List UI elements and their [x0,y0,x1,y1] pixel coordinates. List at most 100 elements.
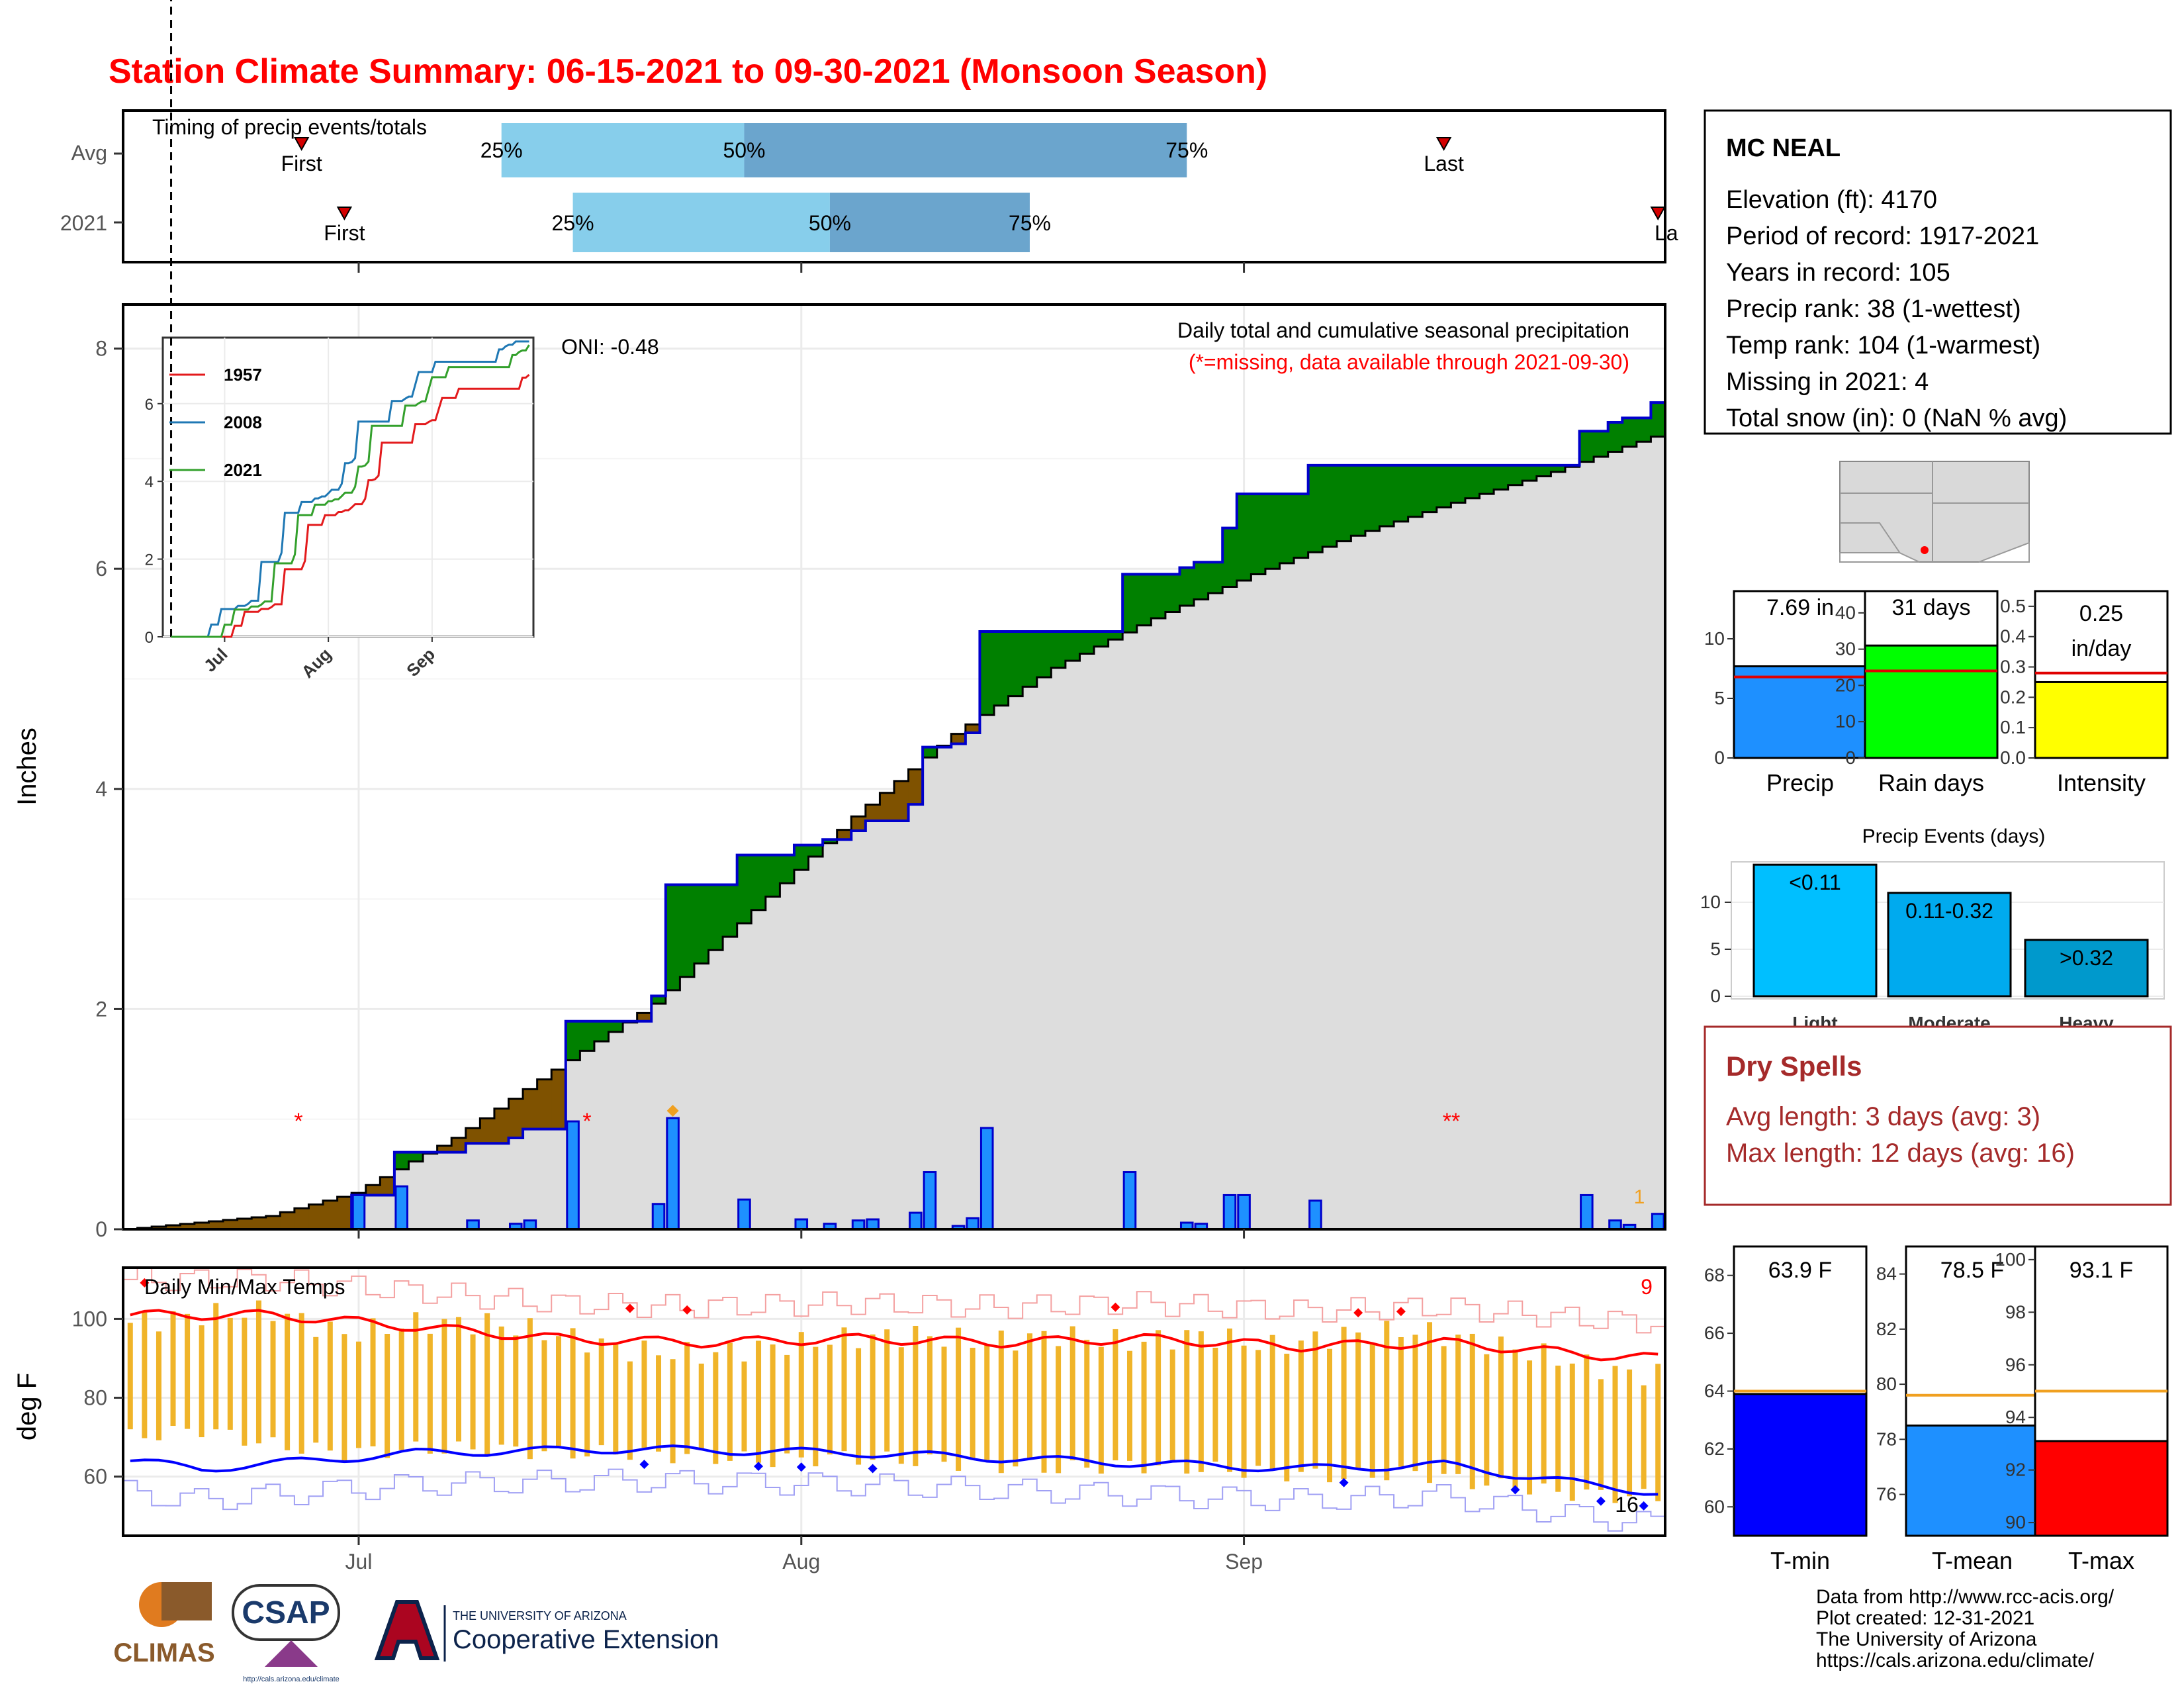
daily-temp-range-bar [727,1342,733,1461]
csap-logo-text: CSAP [242,1595,330,1630]
above-average-area [608,1021,623,1032]
record-high-line [123,1267,1665,1334]
temp-stat-tick-label-1-0: 76 [1876,1484,1897,1505]
daily-temp-range-bar [756,1340,762,1463]
stat-value-label-2: 0.25 [2079,601,2123,626]
map-state-borders [1840,461,2029,563]
daily-temp-range-bar [670,1359,676,1464]
missing-mark-3: ** [1443,1109,1460,1134]
daily-temp-range-bar [413,1312,419,1442]
daily-temp-range-bar [998,1331,1004,1474]
stat-value-label-1: 31 days [1891,595,1970,620]
events-tick-label-1: 5 [1710,939,1721,959]
precip-events-chart: Precip Events (days) 0510<0.11Light0.11-… [1700,825,2165,1033]
temp-stat-category-label-0: T-min [1770,1547,1830,1574]
timing-last-marker-0 [1435,137,1452,152]
inset-y-tick-label-1: 2 [145,551,154,569]
below-average-area [208,1221,224,1229]
temp-hot-count: 9 [1641,1275,1653,1299]
temp-stat-bar-t-mean [1905,1425,2040,1537]
daily-temp-range-bar [1126,1350,1132,1461]
daily-precip-bar [909,1211,923,1231]
record-high-marker [682,1305,692,1315]
average-cumulative-line [123,436,1665,1231]
ua-logo-line2: Cooperative Extension [453,1625,719,1654]
daily-temp-range-bar [1284,1354,1290,1481]
daily-temp-range-bar [627,1361,633,1460]
above-average-area [1008,631,1023,696]
daily-temp-range-bar [556,1336,562,1446]
above-average-area [1408,465,1423,517]
temp-stat-tick-label-2-4: 98 [2005,1301,2026,1322]
timing-p75-label-1: 75% [1009,211,1051,235]
daily-temp-range-bar [870,1334,876,1460]
above-average-area [1265,494,1281,569]
daily-temp-range-bar [1113,1329,1118,1461]
temp-stat-bar-t-max [2034,1440,2169,1537]
above-average-area [794,845,809,870]
daily-temp-range-bar [1412,1335,1418,1472]
precip-common-area [123,436,1665,1229]
footer-line-4: https://cals.arizona.edu/climate/ [1816,1650,2095,1671]
temp-panel: 60 80 100 Jul Aug Sep deg F Daily Min/Max Tem… [13,1266,1666,1573]
daily-temp-range-bar [884,1329,890,1452]
daily-temp-range-bar [1026,1333,1032,1460]
figure-title: Station Climate Summary: 06-15-2021 to 0… [109,52,1267,91]
daily-temp-range-bar [498,1326,504,1445]
temp-stat-value-label-2: 93.1 F [2070,1258,2133,1283]
inset-2008-line [171,340,529,638]
temp-cold-count: 16 [1615,1493,1639,1517]
below-average-area [194,1223,210,1229]
event-bar-light [1752,863,1878,998]
daily-temp-range-bar [984,1345,990,1460]
below-average-area [323,1200,338,1229]
temp-stat-tick-label-0-0: 60 [1704,1496,1725,1517]
max-precip-marker [666,1105,679,1117]
daily-temp-range-bar [213,1303,219,1430]
daily-temp-range-bar [784,1354,790,1454]
dry-spells-box: Dry Spells Avg length: 3 days (avg: 3) M… [1704,1025,2172,1206]
temp-x-tick-label-2: Sep [1225,1550,1263,1573]
daily-temp-range-bar [1241,1345,1247,1478]
daily-temp-range-bar [341,1334,347,1461]
inset-2021-line [171,344,530,638]
daily-temp-range-bar [527,1318,533,1460]
daily-temp-range-bar [941,1346,947,1462]
above-average-area [1308,465,1323,553]
timing-bar-upper-0 [744,123,1187,177]
above-average-area [1194,562,1209,600]
daily-temp-range-bar [385,1334,390,1458]
map-background [1839,461,2030,563]
daily-temp-range-bar [298,1313,304,1454]
above-average-area [565,1021,580,1060]
stat-bar-precip [1733,665,1868,759]
timing-p50-label-0: 50% [723,138,765,162]
station-info-line-6: Total snow (in): 0 (NaN % avg) [1726,404,2067,432]
below-average-area [223,1220,238,1229]
timing-panel: Timing of precip events/totals Avg 2021 … [60,109,1678,273]
daily-temp-range-bar [1398,1336,1404,1467]
station-info-line-4: Temp rank: 104 (1-warmest) [1726,332,2040,359]
daily-precip-bar [1580,1194,1594,1231]
daily-temp-range-bar [1184,1330,1190,1474]
daily-temp-range-bar [1527,1360,1533,1495]
inset-y-tick-label-3: 6 [145,396,154,414]
daily-temp-range-bar [613,1343,619,1455]
record-high-marker [1353,1308,1363,1318]
timing-p75-label-0: 75% [1165,138,1208,162]
record-low-marker [639,1460,649,1470]
daily-precip-bar [1651,1213,1665,1231]
daily-temp-range-bar [185,1313,191,1429]
above-average-area [1465,465,1480,498]
daily-temp-range-bar [427,1333,433,1454]
below-average-area [251,1217,267,1229]
footer-line-1: Data from http://www.rcc-acis.org/ [1816,1586,2115,1608]
daily-temp-range-bar [1641,1385,1647,1489]
temp-stat-tick-label-1-4: 84 [1876,1264,1897,1284]
ua-logo-a-mark [374,1600,440,1660]
event-bar-label-2: >0.32 [2060,946,2113,970]
season-stat-bars: 7.69 in 0 5 10 Precip 31 days 0 10 20 30 40 Rain da… [1704,590,2169,796]
stat-tick-label-1-2: 20 [1835,675,1856,695]
csap-logo-cloud [232,1584,340,1641]
daily-precip-bar [394,1185,408,1231]
